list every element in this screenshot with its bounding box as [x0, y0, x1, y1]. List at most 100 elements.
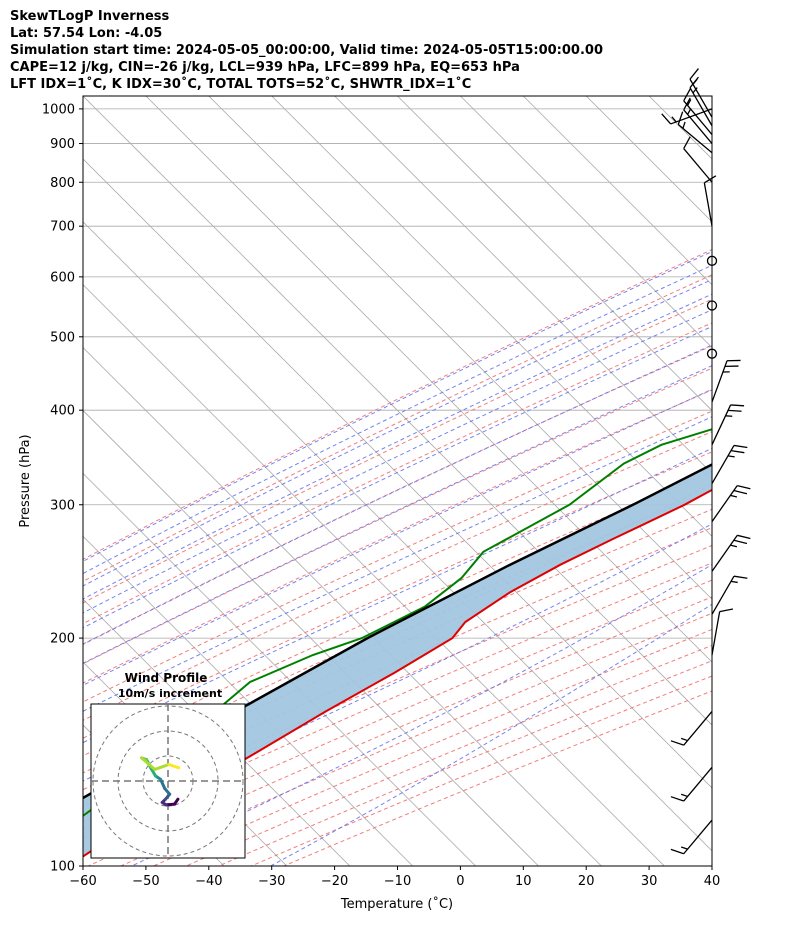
wind-barb: [670, 819, 713, 855]
isotherm-line: [711, 96, 712, 97]
chart-title: SkewTLogP Inverness: [10, 9, 170, 24]
x-tick-label: 40: [704, 874, 721, 889]
wind-barb-flag: [704, 175, 717, 184]
wind-barb: [683, 136, 713, 183]
wind-barb: [689, 76, 713, 127]
x-tick-label: −30: [258, 874, 285, 889]
hodograph-subtitle: 10m/s increment: [118, 687, 222, 700]
wind-barb: [711, 404, 745, 446]
wind-barb-flag: [730, 580, 738, 584]
moist-adiabat-line: [83, 309, 712, 614]
isotherm-line: [397, 96, 712, 412]
wind-barb-flag: [728, 409, 742, 412]
wind-barb-flag: [661, 113, 672, 125]
y-axis-label: Pressure (hPa): [18, 434, 33, 527]
wind-barb-flag: [683, 97, 691, 111]
wind-barb-flag: [689, 68, 699, 80]
isotherm-line: [83, 347, 602, 866]
dry-adiabat-line: [83, 544, 712, 823]
dry-adiabat-line: [83, 322, 712, 625]
wind-barb-flag: [730, 449, 745, 454]
wind-barb: [711, 484, 751, 523]
simulation-times: Simulation start time: 2024-05-05_00:00:…: [10, 43, 603, 58]
wind-barb-staff: [677, 124, 713, 154]
wind-barb: [711, 608, 734, 656]
wind-barb-flag: [737, 484, 751, 490]
wind-barb-flag: [733, 539, 748, 545]
isotherm-line: [83, 221, 712, 852]
x-tick-label: 20: [578, 874, 595, 889]
y-tick-label: 100: [50, 860, 75, 875]
moist-adiabat-line: [83, 293, 712, 600]
hodograph-trace-segment: [167, 763, 181, 770]
wind-barb: [711, 444, 748, 484]
wind-barb-staff: [711, 485, 738, 523]
wind-barb: [661, 108, 713, 125]
dry-adiabat-line: [83, 274, 712, 582]
wind-barb-staff: [683, 819, 713, 855]
y-tick-label: 400: [50, 404, 75, 419]
convective-parameters: CAPE=12 j/kg, CIN=-26 j/kg, LCL=939 hPa,…: [10, 60, 520, 75]
wind-barb-staff: [711, 360, 728, 403]
wind-barb-flag: [683, 136, 691, 149]
dry-adiabat-line: [83, 367, 712, 665]
wind-barb-staff: [711, 404, 732, 446]
y-tick-label: 700: [50, 220, 75, 235]
wind-barb-flag: [670, 848, 684, 855]
wind-barb-staff: [689, 78, 713, 118]
wind-barb-staff: [683, 100, 713, 135]
moist-adiabat-line: [83, 416, 712, 712]
wind-barb-flag: [730, 494, 738, 498]
isotherm-line: [523, 96, 712, 286]
y-tick-label: 900: [50, 137, 75, 152]
location-coordinates: Lat: 57.54 Lon: -4.05: [10, 26, 163, 41]
wind-barb: [670, 766, 713, 802]
x-tick-label: −10: [384, 874, 411, 889]
hodograph-trace-segment: [153, 763, 171, 771]
parcel-profile-line: [83, 463, 712, 800]
wind-barb-flag: [733, 575, 748, 579]
isotherm-line: [648, 96, 712, 160]
wind-barb-flag: [671, 116, 677, 123]
dry-adiabat-line: [83, 451, 712, 739]
dry-adiabat-line: [83, 527, 712, 807]
wind-barb-flag: [683, 88, 691, 102]
hodograph-trace-segment: [149, 766, 158, 778]
wind-barb-flag: [719, 608, 734, 613]
temperature-profile-line: [83, 488, 712, 858]
wind-barb-staff: [711, 534, 738, 572]
wind-barb-staff: [683, 711, 713, 746]
hodograph-trace-segment: [140, 756, 157, 771]
y-tick-label: 600: [50, 270, 75, 285]
wind-barb-flag: [677, 111, 684, 125]
y-tick-label: 200: [50, 632, 75, 647]
x-tick-label: −50: [132, 874, 159, 889]
wind-barb-staff: [683, 109, 713, 144]
dry-adiabat-line: [251, 675, 712, 866]
wind-barb-staff: [683, 766, 713, 802]
hodograph-title: Wind Profile: [125, 671, 208, 685]
wind-barb-staff: [689, 87, 713, 127]
isotherm-line: [271, 96, 712, 537]
dry-adiabat-line: [83, 508, 712, 791]
wind-barb-staff: [670, 108, 713, 125]
stability-indices: LFT IDX=1˚C, K IDX=30˚C, TOTAL TOTS=52˚C…: [10, 77, 472, 92]
x-tick-label: −20: [321, 874, 348, 889]
wind-barb: [711, 575, 748, 615]
dewpoint-profile-line: [83, 428, 712, 818]
wind-barb-flag: [680, 846, 688, 850]
wind-barb: [703, 175, 717, 227]
wind-barb-flag: [737, 534, 751, 540]
x-tick-label: 30: [641, 874, 658, 889]
isotherm-line: [334, 96, 712, 474]
wind-barb-flag: [670, 740, 684, 746]
wind-barb: [683, 88, 713, 135]
wind-barb-staff: [683, 148, 713, 183]
moist-adiabat-line: [83, 523, 712, 830]
isotherm-line: [83, 472, 476, 866]
wind-barb-calm: [706, 300, 718, 311]
dry-adiabat-line: [83, 410, 712, 703]
hodograph-trace-segment: [159, 777, 167, 790]
wind-barb: [711, 359, 741, 403]
